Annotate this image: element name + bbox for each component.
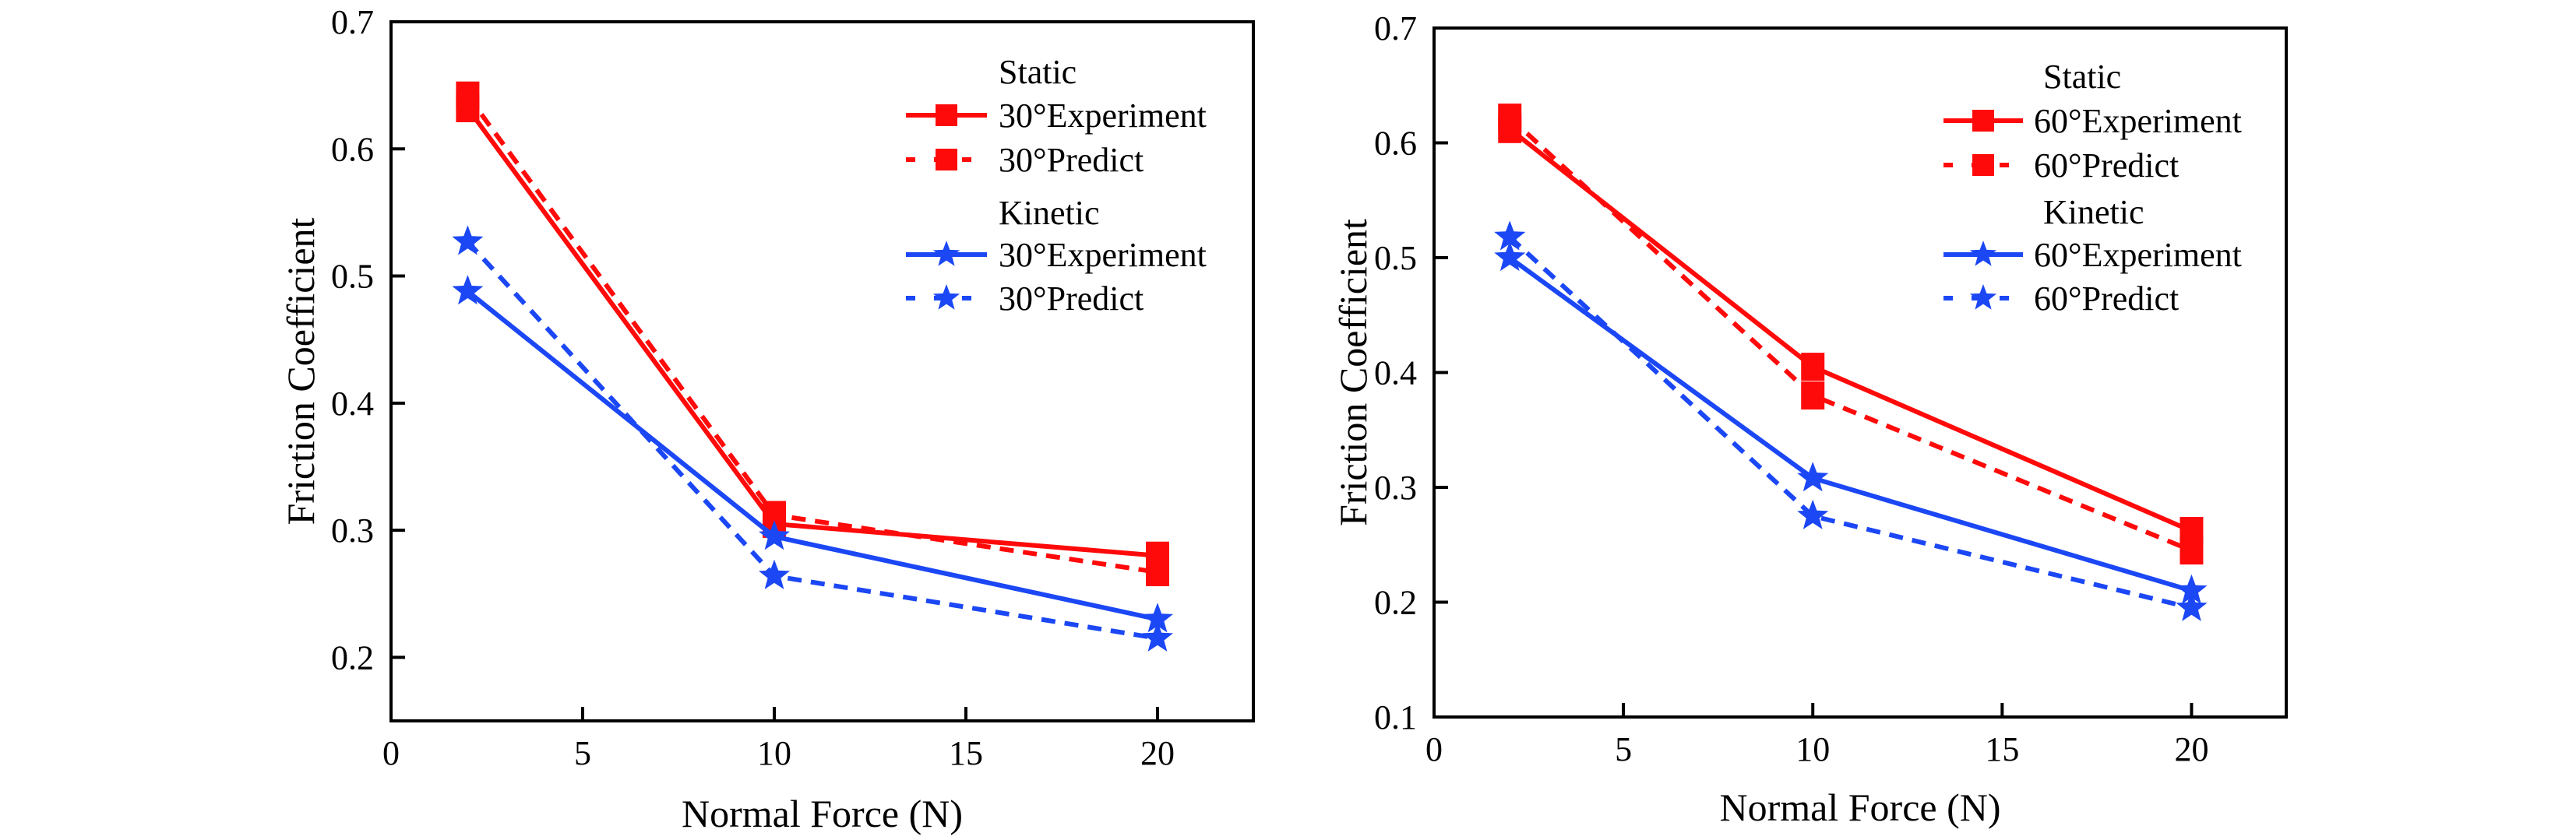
legend-label: 60°Predict bbox=[2034, 279, 2179, 318]
x-tick-label: 5 bbox=[1615, 730, 1632, 768]
square-marker-icon bbox=[1972, 110, 1994, 132]
y-tick-label: 0.4 bbox=[331, 385, 374, 423]
series-kinetic-30-experiment bbox=[452, 275, 1173, 633]
x-tick-label: 20 bbox=[1140, 734, 1175, 772]
legend-item: 60°Predict bbox=[1943, 146, 2179, 185]
x-tick-label: 15 bbox=[949, 734, 983, 772]
legend-label: 60°Experiment bbox=[2034, 236, 2242, 274]
star-marker-icon bbox=[932, 241, 960, 266]
x-tick-label: 10 bbox=[1795, 730, 1830, 768]
square-marker bbox=[1498, 104, 1522, 132]
legend-label: 30°Predict bbox=[999, 141, 1144, 179]
square-marker bbox=[2180, 536, 2204, 565]
y-axis-title: Friction Coefficient bbox=[1331, 219, 1375, 526]
star-marker bbox=[452, 275, 484, 305]
y-tick-label: 0.7 bbox=[331, 3, 374, 41]
y-tick-label: 0.3 bbox=[331, 511, 374, 550]
star-marker-icon bbox=[1969, 241, 1997, 266]
y-axis-title: Friction Coefficient bbox=[279, 217, 322, 525]
legend-item: 60°Experiment bbox=[1943, 102, 2242, 140]
y-tick-label: 0.5 bbox=[1374, 239, 1417, 277]
square-marker bbox=[1801, 353, 1825, 381]
x-tick-label: 0 bbox=[1425, 730, 1443, 768]
x-tick-label: 20 bbox=[2174, 730, 2208, 768]
y-tick-label: 0.2 bbox=[331, 638, 374, 677]
y-tick-label: 0.1 bbox=[1374, 698, 1417, 736]
star-marker bbox=[759, 520, 790, 550]
star-marker bbox=[2176, 574, 2208, 604]
x-axis-title: Normal Force (N) bbox=[682, 792, 963, 835]
y-tick-label: 0.2 bbox=[1374, 584, 1417, 622]
legend-item: 30°Predict bbox=[906, 279, 1144, 318]
legend-group-title: Static bbox=[999, 53, 1077, 91]
series-line bbox=[466, 289, 1158, 622]
series-kinetic-60-predict bbox=[1494, 220, 2208, 621]
chart-left-30deg: 0 5 10 15 20 0.2 0.3 0.4 0.5 0.6 0.7 Normal Force (… bbox=[279, 3, 1255, 835]
legend-label: 30°Predict bbox=[999, 279, 1144, 318]
x-tick-label: 15 bbox=[1985, 730, 2019, 768]
legend-item: 60°Predict bbox=[1943, 279, 2179, 318]
legend: Static Kinetic 30°Experiment 30°Predict 30°E… bbox=[906, 53, 1207, 318]
chart-right-60deg: 0 5 10 15 20 0.1 0.2 0.3 0.4 0.5 0.6 0.7 Normal Forc… bbox=[1331, 9, 2288, 829]
y-tick-label: 0.5 bbox=[331, 258, 374, 296]
plot-frame bbox=[389, 20, 1255, 722]
legend-item: 30°Experiment bbox=[906, 97, 1207, 135]
legend-item: 30°Predict bbox=[906, 141, 1144, 179]
star-marker-icon bbox=[932, 284, 960, 310]
square-marker-icon bbox=[936, 149, 957, 170]
star-marker bbox=[1494, 220, 1526, 251]
star-marker bbox=[1142, 621, 1173, 652]
star-marker bbox=[452, 225, 484, 255]
legend-label: 60°Predict bbox=[2034, 146, 2179, 185]
star-marker bbox=[1494, 241, 1526, 272]
legend-label: 30°Experiment bbox=[999, 236, 1207, 274]
x-tick-label: 0 bbox=[382, 734, 400, 772]
legend-item: 60°Experiment bbox=[1943, 236, 2242, 274]
legend-group-title: Static bbox=[2043, 58, 2121, 96]
star-marker bbox=[1797, 499, 1829, 529]
x-tick-label: 10 bbox=[757, 734, 791, 772]
y-tick-label: 0.3 bbox=[1374, 469, 1417, 507]
legend-item: 30°Experiment bbox=[906, 236, 1207, 274]
square-marker-icon bbox=[936, 104, 957, 126]
star-marker bbox=[2176, 591, 2208, 621]
legend-group-title: Kinetic bbox=[2043, 193, 2144, 231]
square-marker-icon bbox=[1972, 154, 1994, 176]
star-marker bbox=[1797, 462, 1829, 492]
series-kinetic-30-predict bbox=[452, 225, 1173, 652]
square-marker bbox=[1801, 381, 1825, 409]
series-kinetic-60-experiment bbox=[1494, 241, 2208, 604]
square-marker bbox=[456, 81, 480, 110]
x-axis-title: Normal Force (N) bbox=[1720, 786, 2001, 829]
star-marker bbox=[759, 559, 790, 589]
legend-label: 30°Experiment bbox=[999, 97, 1207, 135]
y-tick-label: 0.7 bbox=[1374, 9, 1417, 47]
legend-label: 60°Experiment bbox=[2034, 102, 2242, 140]
square-marker bbox=[1146, 557, 1169, 586]
y-tick-label: 0.6 bbox=[1374, 125, 1417, 163]
series-static-60-predict bbox=[1498, 104, 2204, 565]
y-tick-label: 0.6 bbox=[331, 130, 374, 168]
legend-group-title: Kinetic bbox=[999, 194, 1100, 232]
series-static-30-predict bbox=[456, 81, 1169, 586]
legend: Static Kinetic 60°Experiment 60°Predict 60°E… bbox=[1943, 58, 2242, 318]
x-tick-label: 5 bbox=[574, 734, 591, 772]
star-marker-icon bbox=[1969, 284, 1997, 310]
star-marker bbox=[1142, 603, 1173, 633]
y-tick-label: 0.4 bbox=[1374, 354, 1417, 392]
